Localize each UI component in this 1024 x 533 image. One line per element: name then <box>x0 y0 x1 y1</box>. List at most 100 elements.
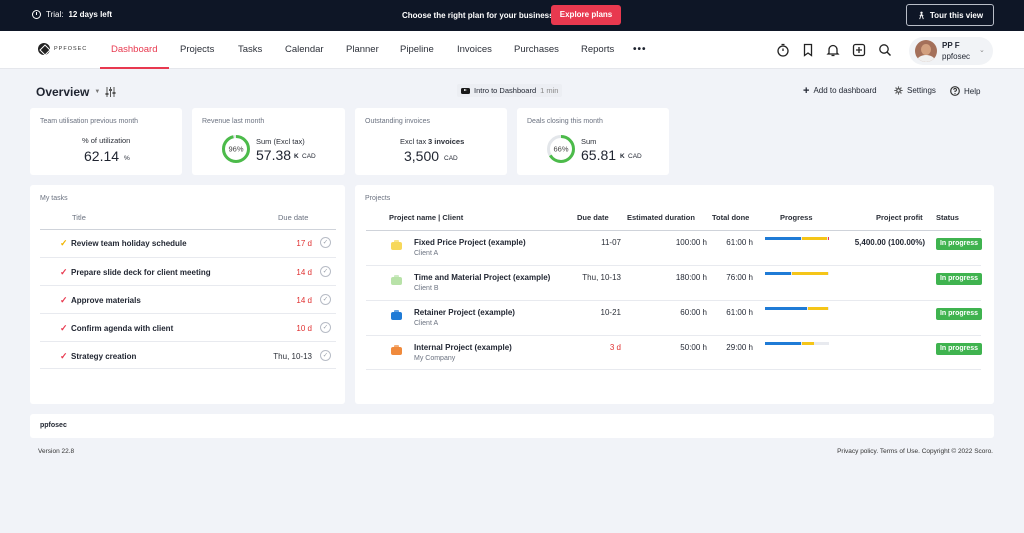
project-row[interactable]: Internal Project (example) My Company 3 … <box>366 335 982 370</box>
gauge-label: 66% <box>553 145 568 154</box>
project-client: Client A <box>414 250 439 257</box>
overview-selector[interactable]: Overview ▼ <box>36 85 116 99</box>
col-total-done[interactable]: Total done <box>712 213 750 222</box>
project-name[interactable]: Time and Material Project (example) <box>414 273 551 282</box>
task-label: Approve materials <box>71 296 141 305</box>
company-logo[interactable]: PPFOSEC <box>38 43 87 55</box>
user-menu[interactable]: PP F ppfosec ⌄ <box>909 37 993 65</box>
status-badge: In progress <box>936 343 982 355</box>
task-label: Strategy creation <box>71 352 137 361</box>
kpi-title: Revenue last month <box>202 118 265 125</box>
legal-links[interactable]: Privacy policy. Terms of Use. Copyright … <box>837 448 993 455</box>
project-name[interactable]: Retainer Project (example) <box>414 308 515 317</box>
task-row[interactable]: ✓ Prepare slide deck for client meeting … <box>40 257 336 285</box>
complete-task-icon[interactable]: ✓ <box>320 237 331 248</box>
complete-task-icon[interactable]: ✓ <box>320 350 331 361</box>
complete-task-icon[interactable]: ✓ <box>320 266 331 277</box>
progress-segment <box>765 237 802 240</box>
more-menu-icon[interactable]: ••• <box>633 44 647 55</box>
project-done: 29:00 h <box>726 343 753 352</box>
nav-calendar[interactable]: Calendar <box>285 44 324 55</box>
nav-reports[interactable]: Reports <box>581 44 615 55</box>
deals-gauge: 66% <box>547 135 575 163</box>
active-tab-indicator <box>100 67 169 69</box>
task-label: Review team holiday schedule <box>71 239 187 248</box>
project-name[interactable]: Internal Project (example) <box>414 343 512 352</box>
widget-title: Projects <box>365 195 391 202</box>
complete-task-icon[interactable]: ✓ <box>320 294 331 305</box>
task-label: Confirm agenda with client <box>71 324 174 333</box>
project-row[interactable]: Time and Material Project (example) Clie… <box>366 265 982 300</box>
clock-icon <box>32 10 41 19</box>
kpi-value: 57.38 <box>256 147 292 163</box>
tour-button[interactable]: Tour this view <box>906 4 994 26</box>
progress-segment <box>827 237 829 240</box>
kpi-unit-k: K <box>620 153 625 160</box>
trial-status: Trial: 12 days left <box>32 10 112 19</box>
progress-segment <box>765 307 807 310</box>
intro-video-link[interactable]: Intro to Dashboard 1 min <box>457 84 563 97</box>
check-icon: ✓ <box>60 295 68 305</box>
explore-plans-button[interactable]: Explore plans <box>551 5 621 25</box>
check-icon: ✓ <box>60 267 68 277</box>
col-estimated-duration[interactable]: Estimated duration <box>627 213 695 222</box>
task-row[interactable]: ✓ Approve materials 14 d ✓ <box>40 285 336 313</box>
nav-dashboard[interactable]: Dashboard <box>111 44 158 55</box>
project-client: Client B <box>414 285 439 292</box>
progress-segment <box>807 307 829 310</box>
timer-icon[interactable] <box>776 43 790 57</box>
nav-planner[interactable]: Planner <box>346 44 379 55</box>
kpi-title: Outstanding invoices <box>365 118 430 125</box>
col-project-profit[interactable]: Project profit <box>876 213 923 222</box>
add-label: Add to dashboard <box>813 86 877 95</box>
bell-icon[interactable] <box>826 43 840 57</box>
kpi-unit-k: K <box>294 153 299 160</box>
nav-tasks[interactable]: Tasks <box>238 44 263 55</box>
nav-pipeline[interactable]: Pipeline <box>400 44 434 55</box>
search-icon[interactable] <box>878 43 892 57</box>
version-label: Version 22.8 <box>38 448 75 455</box>
project-estimate: 50:00 h <box>680 343 707 352</box>
task-row[interactable]: ✓ Confirm agenda with client 10 d ✓ <box>40 313 336 341</box>
col-status[interactable]: Status <box>936 213 959 222</box>
kpi-revenue-last-month[interactable]: Revenue last month 96% Sum (Excl tax) 57… <box>192 108 345 175</box>
task-due: 17 d <box>296 239 312 248</box>
nav-projects[interactable]: Projects <box>180 44 215 55</box>
kpi-outstanding-invoices[interactable]: Outstanding invoices Excl tax 3 invoices… <box>355 108 507 175</box>
col-project-name[interactable]: Project name | Client <box>389 213 464 222</box>
kpi-invoice-count: 3 invoices <box>428 137 465 146</box>
sliders-icon[interactable] <box>105 87 116 97</box>
kpi-team-utilisation[interactable]: Team utilisation previous month % of uti… <box>30 108 182 175</box>
col-progress[interactable]: Progress <box>780 213 813 222</box>
trial-days: 12 days left <box>68 10 113 19</box>
gear-icon <box>894 86 903 95</box>
task-row[interactable]: ✓ Strategy creation Thu, 10-13 ✓ <box>40 341 336 369</box>
project-row[interactable]: Fixed Price Project (example) Client A 1… <box>366 230 982 265</box>
project-due: Thu, 10-13 <box>582 273 621 282</box>
kpi-deals-closing[interactable]: Deals closing this month 66% Sum 65.81 K… <box>517 108 669 175</box>
check-icon: ✓ <box>60 351 68 361</box>
complete-task-icon[interactable]: ✓ <box>320 322 331 333</box>
add-icon[interactable] <box>852 43 866 57</box>
help-button[interactable]: Help <box>950 86 980 96</box>
task-row[interactable]: ✓ Review team holiday schedule 17 d ✓ <box>40 229 336 257</box>
page-title: Overview <box>36 85 90 99</box>
progress-bar <box>765 307 829 310</box>
project-row[interactable]: Retainer Project (example) Client A 10-2… <box>366 300 982 335</box>
progress-bar <box>765 342 829 345</box>
project-done: 76:00 h <box>726 273 753 282</box>
project-client: My Company <box>414 355 456 362</box>
briefcase-icon <box>391 240 402 250</box>
project-name[interactable]: Fixed Price Project (example) <box>414 238 526 247</box>
nav-invoices[interactable]: Invoices <box>457 44 492 55</box>
kpi-label: Sum (Excl tax) <box>256 137 305 146</box>
progress-segment <box>791 272 829 275</box>
bookmark-icon[interactable] <box>801 43 815 57</box>
task-due: 14 d <box>296 268 312 277</box>
col-due-date[interactable]: Due date <box>577 213 609 222</box>
add-to-dashboard-button[interactable]: + Add to dashboard <box>803 85 877 96</box>
nav-purchases[interactable]: Purchases <box>514 44 559 55</box>
settings-button[interactable]: Settings <box>894 86 936 95</box>
kpi-label: Excl tax <box>400 137 427 146</box>
task-due: Thu, 10-13 <box>273 352 312 361</box>
